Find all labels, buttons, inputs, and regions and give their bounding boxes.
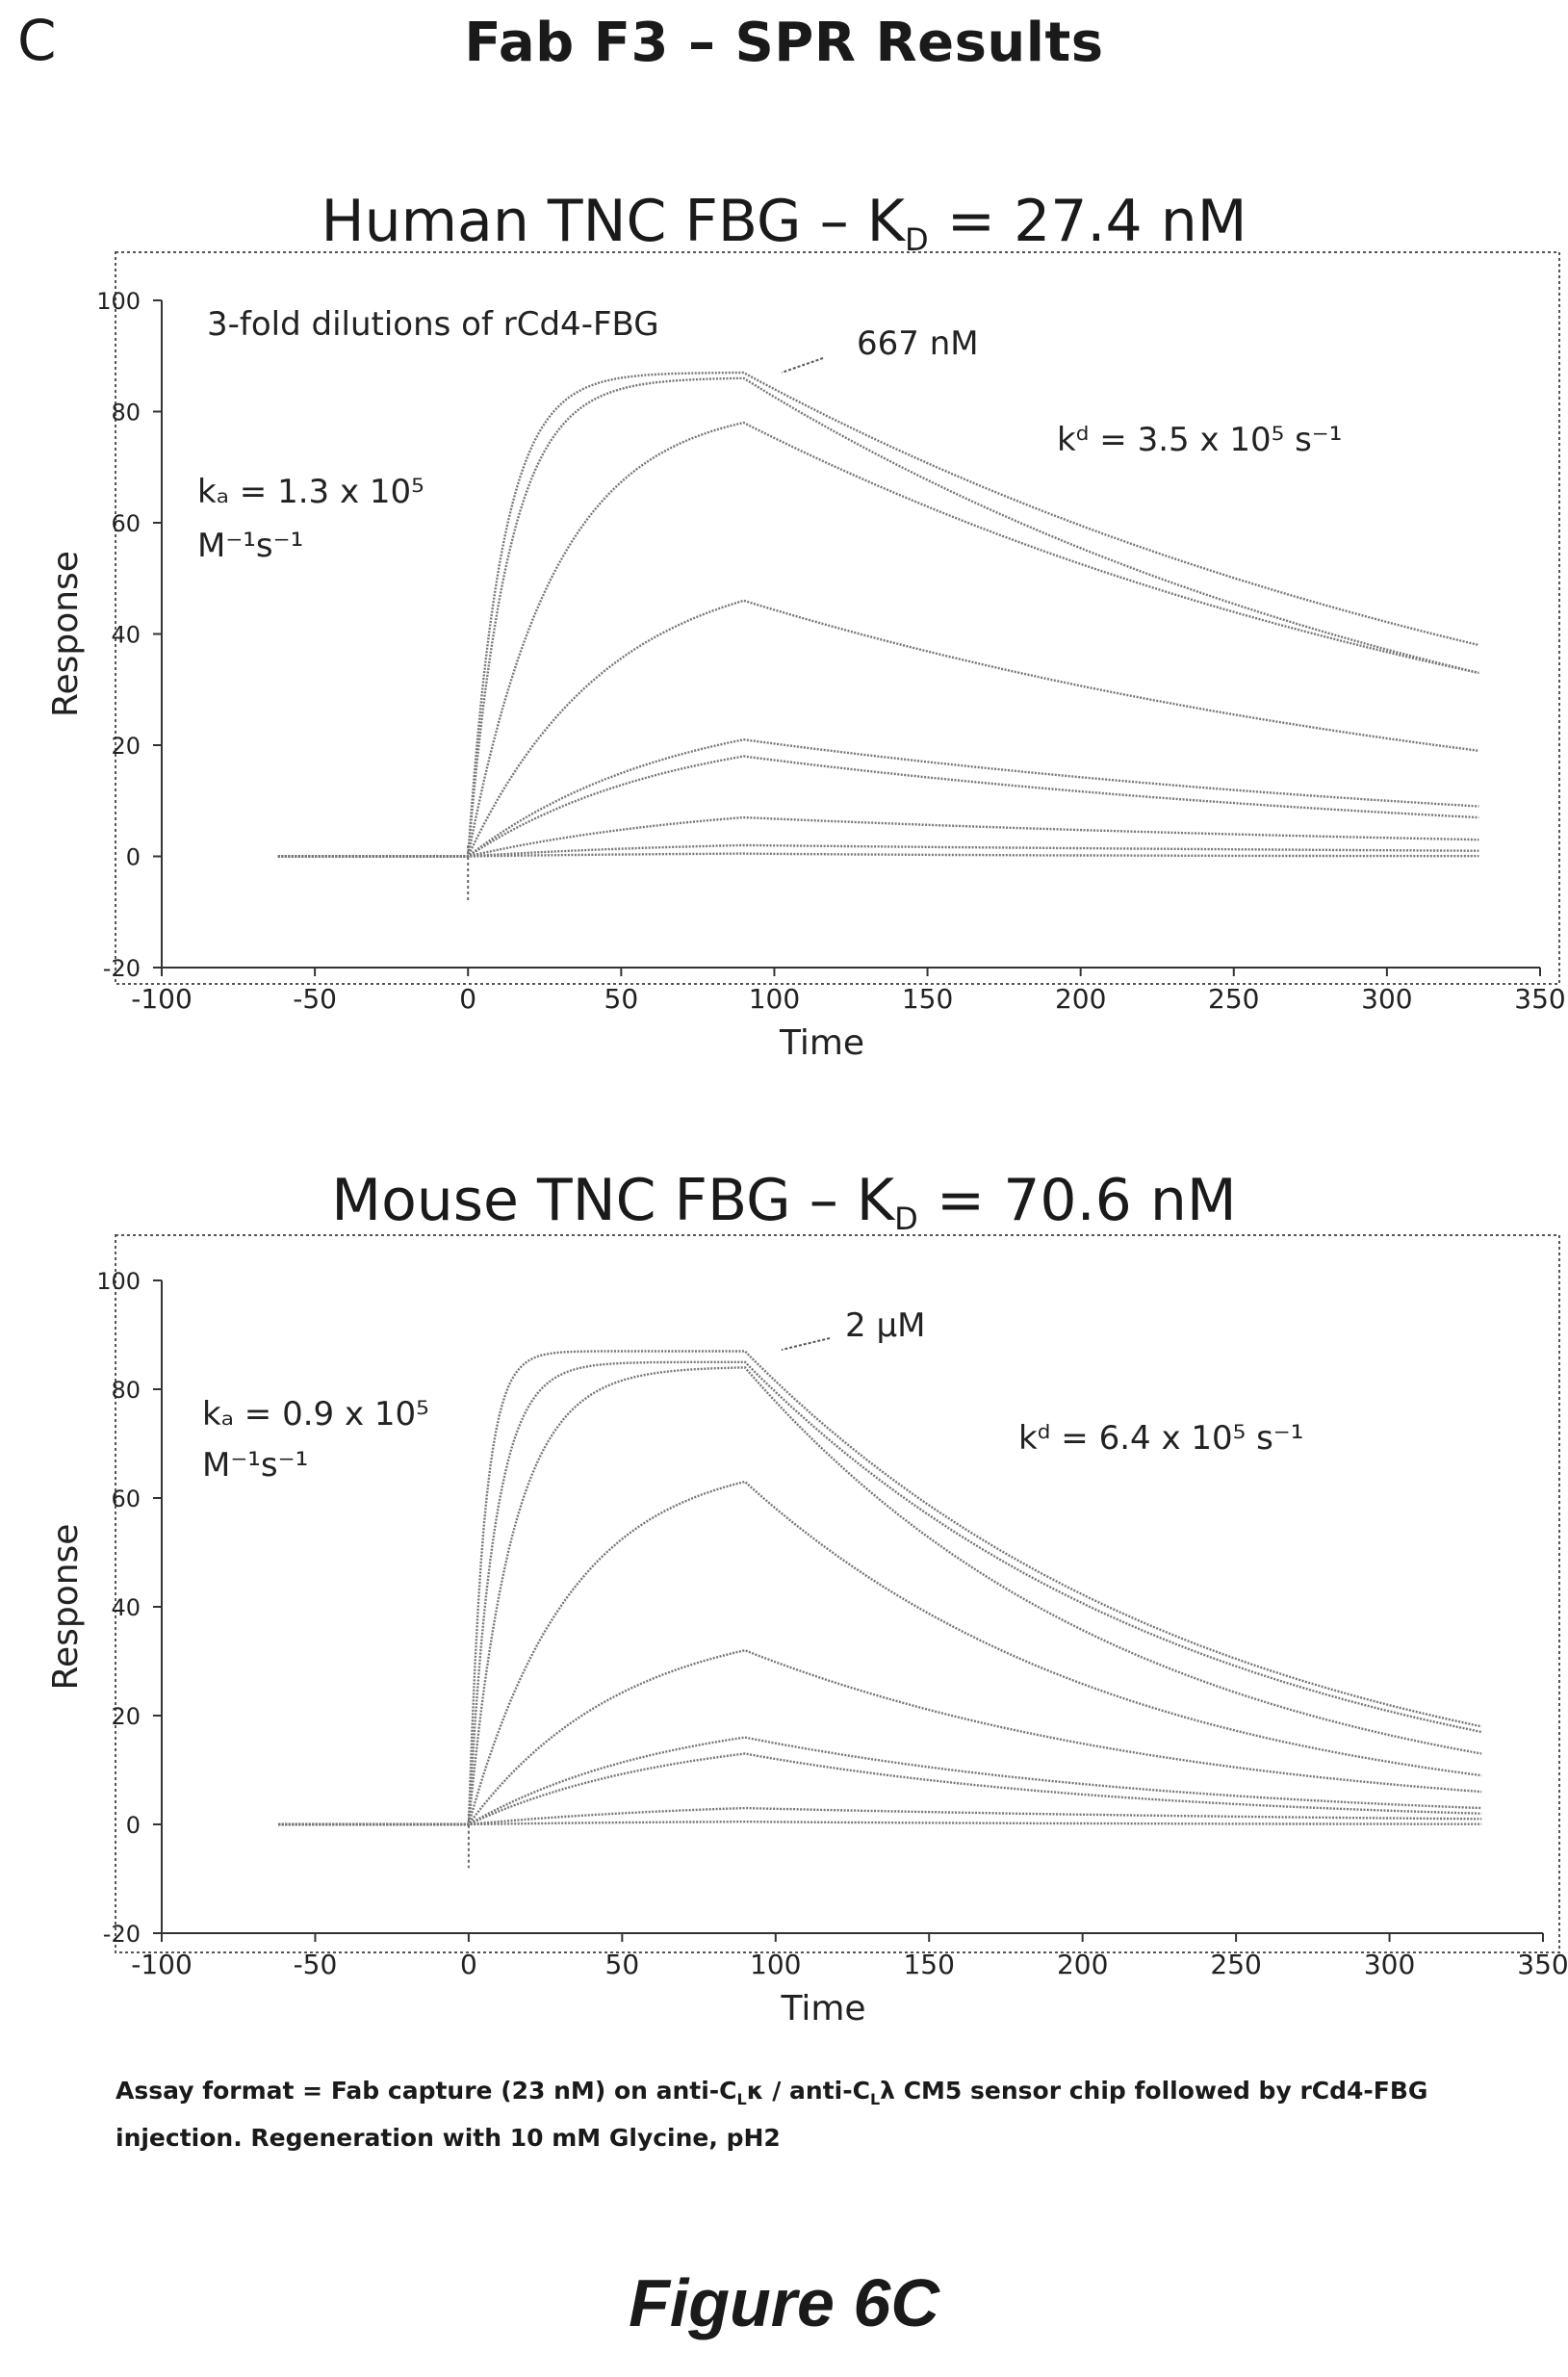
y-tick-label: -20 bbox=[103, 955, 141, 982]
figure-header-title: Fab F3 – SPR Results bbox=[464, 12, 1104, 74]
kd-rate-label: kᵈ = 6.4 x 10⁵ s⁻¹ bbox=[1018, 1419, 1303, 1458]
chart-2-title-main: Mouse TNC FBG – K bbox=[331, 1167, 895, 1234]
caption-subscript-2: L bbox=[869, 2090, 881, 2108]
y-tick-label: 0 bbox=[126, 844, 141, 871]
sensorgram-series-4 bbox=[277, 599, 1479, 858]
figure-label: Figure 6C bbox=[629, 2265, 939, 2340]
sensorgram-series-2 bbox=[277, 376, 1479, 858]
assay-caption: Assay format = Fab capture (23 nM) on an… bbox=[116, 2072, 1511, 2157]
concentration-leader-line bbox=[781, 1337, 831, 1351]
ka-rate-label: kₐ = 0.9 x 10⁵ bbox=[202, 1395, 429, 1434]
sensorgram-series-5 bbox=[278, 1648, 1482, 1826]
y-tick-label: 20 bbox=[111, 733, 141, 760]
sensorgram-series-7 bbox=[278, 1752, 1482, 1826]
dilution-note: 3-fold dilutions of rCd4-FBG bbox=[207, 305, 659, 344]
sensorgram-series-8 bbox=[277, 843, 1479, 858]
x-tick-label: 250 bbox=[1208, 983, 1259, 1015]
y-tick-label: 80 bbox=[111, 400, 141, 426]
ka-units-label: M⁻¹s⁻¹ bbox=[202, 1446, 308, 1485]
caption-part-1: Assay format = Fab capture (23 nM) on an… bbox=[116, 2077, 737, 2105]
ka-units-label: M⁻¹s⁻¹ bbox=[197, 527, 303, 565]
x-tick-label: 0 bbox=[460, 1949, 477, 1980]
x-tick-label: 100 bbox=[749, 983, 800, 1015]
x-tick-label: 200 bbox=[1057, 1949, 1108, 1980]
sensorgram-series-4 bbox=[278, 1480, 1482, 1826]
chart-frame bbox=[115, 251, 1560, 985]
x-tick-label: 50 bbox=[604, 983, 639, 1015]
x-tick-label: 300 bbox=[1364, 1949, 1415, 1980]
sensorgram-series-8 bbox=[278, 1806, 1482, 1826]
y-tick-label: 100 bbox=[96, 1268, 141, 1295]
top-concentration-label: 2 µM bbox=[845, 1306, 925, 1345]
chart-1-title-tail: = 27.4 nM bbox=[928, 188, 1247, 255]
chart-1-human-tnc-fbg: -100 -50 0 50 100 150 200 250 300 350 -20 0 20 40 60 80… bbox=[46, 251, 1566, 1063]
x-tick-label: 350 bbox=[1514, 983, 1565, 1015]
x-tick-label: -100 bbox=[131, 1949, 193, 1980]
y-axis-label: Response bbox=[46, 551, 86, 717]
x-tick-label: 350 bbox=[1517, 1949, 1568, 1980]
sensorgram-series-9 bbox=[277, 852, 1479, 858]
x-axis-label: Time bbox=[779, 1023, 864, 1063]
y-tick-label: 40 bbox=[111, 622, 141, 649]
sensorgram-series-6 bbox=[278, 1736, 1482, 1826]
chart-2-title-tail: = 70.6 nM bbox=[917, 1167, 1237, 1234]
x-tick-label: 0 bbox=[459, 983, 476, 1015]
ka-rate-label: kₐ = 1.3 x 10⁵ bbox=[197, 473, 424, 511]
sensorgram-series-1 bbox=[277, 371, 1479, 858]
y-tick-label: 100 bbox=[96, 288, 141, 315]
sensorgram-series-7 bbox=[277, 815, 1479, 858]
chart-2-title: Mouse TNC FBG – KD = 70.6 nM bbox=[0, 1167, 1568, 1237]
panel-letter: C bbox=[17, 8, 57, 73]
chart-2-mouse-tnc-fbg: -100 -50 0 50 100 150 200 250 300 350 -20 0 20 40 60 80… bbox=[46, 1234, 1568, 2028]
y-tick-label: 20 bbox=[111, 1703, 141, 1730]
chart-1-title: Human TNC FBG – KD = 27.4 nM bbox=[0, 188, 1568, 258]
top-concentration-label: 667 nM bbox=[857, 324, 979, 363]
x-axis-label: Time bbox=[780, 1989, 865, 2028]
x-tick-label: -50 bbox=[293, 983, 337, 1015]
y-tick-label: 0 bbox=[126, 1812, 141, 1839]
chart-frame bbox=[115, 1234, 1560, 1953]
caption-part-3: λ CM5 sensor chip followed by rCd4-FBG i… bbox=[116, 2077, 1428, 2152]
x-tick-label: 250 bbox=[1210, 1949, 1261, 1980]
caption-subscript-1: L bbox=[736, 2090, 747, 2108]
chart-1-title-main: Human TNC FBG – K bbox=[321, 188, 906, 255]
x-tick-label: -100 bbox=[131, 983, 193, 1015]
sensorgram-series-2 bbox=[278, 1360, 1482, 1826]
x-tick-label: 150 bbox=[903, 1949, 954, 1980]
x-tick-label: 300 bbox=[1361, 983, 1412, 1015]
x-tick-label: 200 bbox=[1055, 983, 1106, 1015]
x-tick-label: 100 bbox=[750, 1949, 801, 1980]
x-tick-label: -50 bbox=[294, 1949, 338, 1980]
kd-rate-label: kᵈ = 3.5 x 10⁵ s⁻¹ bbox=[1057, 421, 1342, 459]
concentration-leader-line bbox=[781, 357, 824, 374]
y-tick-label: 60 bbox=[111, 1486, 141, 1512]
sensorgram-series-6 bbox=[277, 755, 1479, 858]
sensorgram-series-9 bbox=[278, 1821, 1482, 1826]
sensorgram-series-5 bbox=[277, 737, 1479, 858]
y-tick-label: 40 bbox=[111, 1594, 141, 1621]
x-tick-label: 50 bbox=[605, 1949, 640, 1980]
sensorgram-series-3 bbox=[277, 421, 1479, 858]
y-axis-label: Response bbox=[46, 1524, 86, 1691]
caption-part-2: κ / anti-C bbox=[746, 2077, 870, 2105]
chart-2-title-subscript: D bbox=[894, 1201, 918, 1237]
y-tick-label: 80 bbox=[111, 1377, 141, 1404]
sensorgram-series-3 bbox=[278, 1366, 1482, 1826]
y-tick-label: -20 bbox=[103, 1921, 141, 1948]
y-tick-label: 60 bbox=[111, 510, 141, 537]
x-tick-label: 150 bbox=[902, 983, 953, 1015]
